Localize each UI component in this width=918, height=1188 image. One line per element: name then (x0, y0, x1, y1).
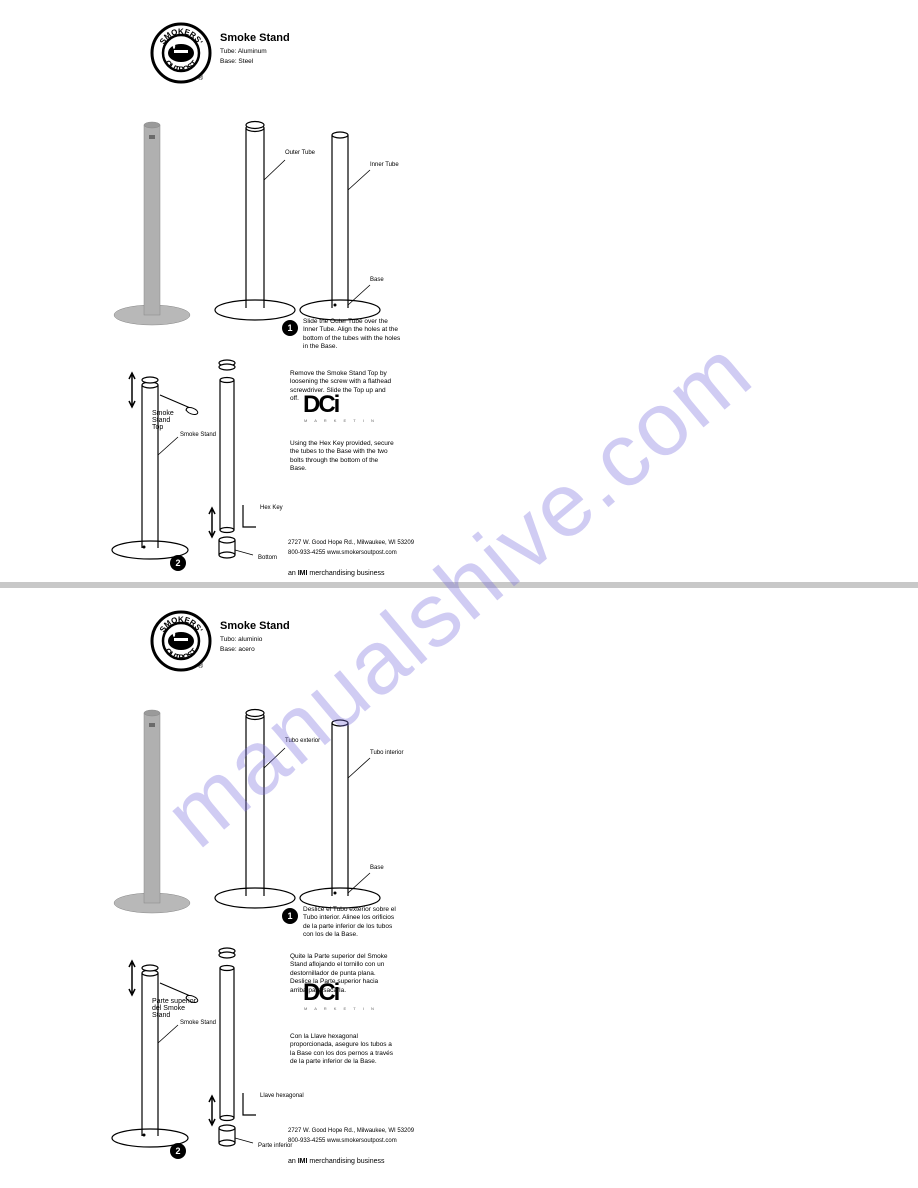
page-bottom-spanish: SMOKERS' OUTPOST ® Smoke Stand Tubo: alu… (0, 588, 918, 1170)
product-title-es: Smoke Stand (220, 620, 290, 632)
svg-text:DCi: DCi (303, 391, 339, 418)
step2-number-es: 2 (170, 1143, 186, 1159)
step1-number: 1 (282, 320, 298, 336)
step2-diagram-es (108, 943, 288, 1153)
step1-instructions: Slide the Outer Tube over the Inner Tube… (303, 318, 403, 352)
smokers-outpost-logo: SMOKERS' OUTPOST ® (150, 22, 212, 84)
subtitle-1: Tube: Aluminum (220, 48, 267, 56)
step1-instructions-es: Deslice el Tubo exterior sobre el Tubo i… (303, 906, 403, 940)
imi-line-es: an IMI merchandising business (288, 1158, 385, 1165)
smoke-stand-top-label: SmokeStandTop (152, 410, 174, 431)
address: 2727 W. Good Hope Rd., Milwaukee, WI 532… (288, 540, 414, 548)
contact-es: 800-933-4255 www.smokersoutpost.com (288, 1138, 397, 1146)
subtitle-2-es: Base: acero (220, 646, 255, 654)
dci-logo: DCi M A R K E T I N G (298, 390, 378, 430)
step2-num-text: 2 (175, 558, 180, 568)
product-render-image (112, 115, 192, 330)
product-title: Smoke Stand (220, 32, 290, 44)
base-label-es: Base (370, 865, 384, 871)
step1-number-es: 1 (282, 908, 298, 924)
dci-logo-es: DCi M A R K E T I N G (298, 978, 378, 1018)
svg-text:®: ® (198, 662, 204, 670)
step1-num-text: 1 (287, 323, 292, 333)
smoke-stand-label: Smoke Stand (180, 432, 216, 438)
svg-text:DCi: DCi (303, 979, 339, 1006)
svg-text:M A R K E T I N G: M A R K E T I N G (304, 1006, 378, 1011)
step2-number: 2 (170, 555, 186, 571)
smokers-outpost-logo-es: SMOKERS' OUTPOST ® (150, 610, 212, 672)
address-es: 2727 W. Good Hope Rd., Milwaukee, WI 532… (288, 1128, 414, 1136)
step2b-instructions-es: Con la Llave hexagonal proporcionada, as… (290, 1033, 395, 1067)
imi-line: an IMI merchandising business (288, 570, 385, 577)
outer-tube-label: Outer Tube (285, 150, 315, 156)
step2-num-text-es: 2 (175, 1146, 180, 1156)
base-label: Base (370, 277, 384, 283)
product-render-image-es (112, 703, 192, 918)
subtitle-1-es: Tubo: aluminio (220, 636, 262, 644)
bottom-label: Bottom (258, 555, 277, 561)
smoke-stand-label-es: Smoke Stand (180, 1020, 216, 1026)
contact: 800-933-4255 www.smokersoutpost.com (288, 550, 397, 558)
step1-diagram-es (210, 698, 390, 918)
parte-superior-label: Parte superiordel SmokeStand (152, 998, 196, 1019)
inner-tube-label: Inner Tube (370, 162, 399, 168)
step2-diagram (108, 355, 288, 565)
hex-key-label: Hex Key (260, 505, 283, 511)
svg-text:®: ® (198, 74, 204, 82)
step1-diagram (210, 110, 390, 330)
svg-text:M A R K E T I N G: M A R K E T I N G (304, 418, 378, 423)
step1-num-text-es: 1 (287, 911, 292, 921)
subtitle-2: Base: Steel (220, 58, 253, 66)
hex-key-label-es: Llave hexagonal (260, 1093, 304, 1099)
page-top-english: SMOKERS' OUTPOST ® Smoke Stand Tube: Alu… (0, 0, 918, 582)
outer-tube-label-es: Tubo exterior (285, 738, 320, 744)
inner-tube-label-es: Tubo interior (370, 750, 403, 756)
step2b-instructions: Using the Hex Key provided, secure the t… (290, 440, 395, 474)
